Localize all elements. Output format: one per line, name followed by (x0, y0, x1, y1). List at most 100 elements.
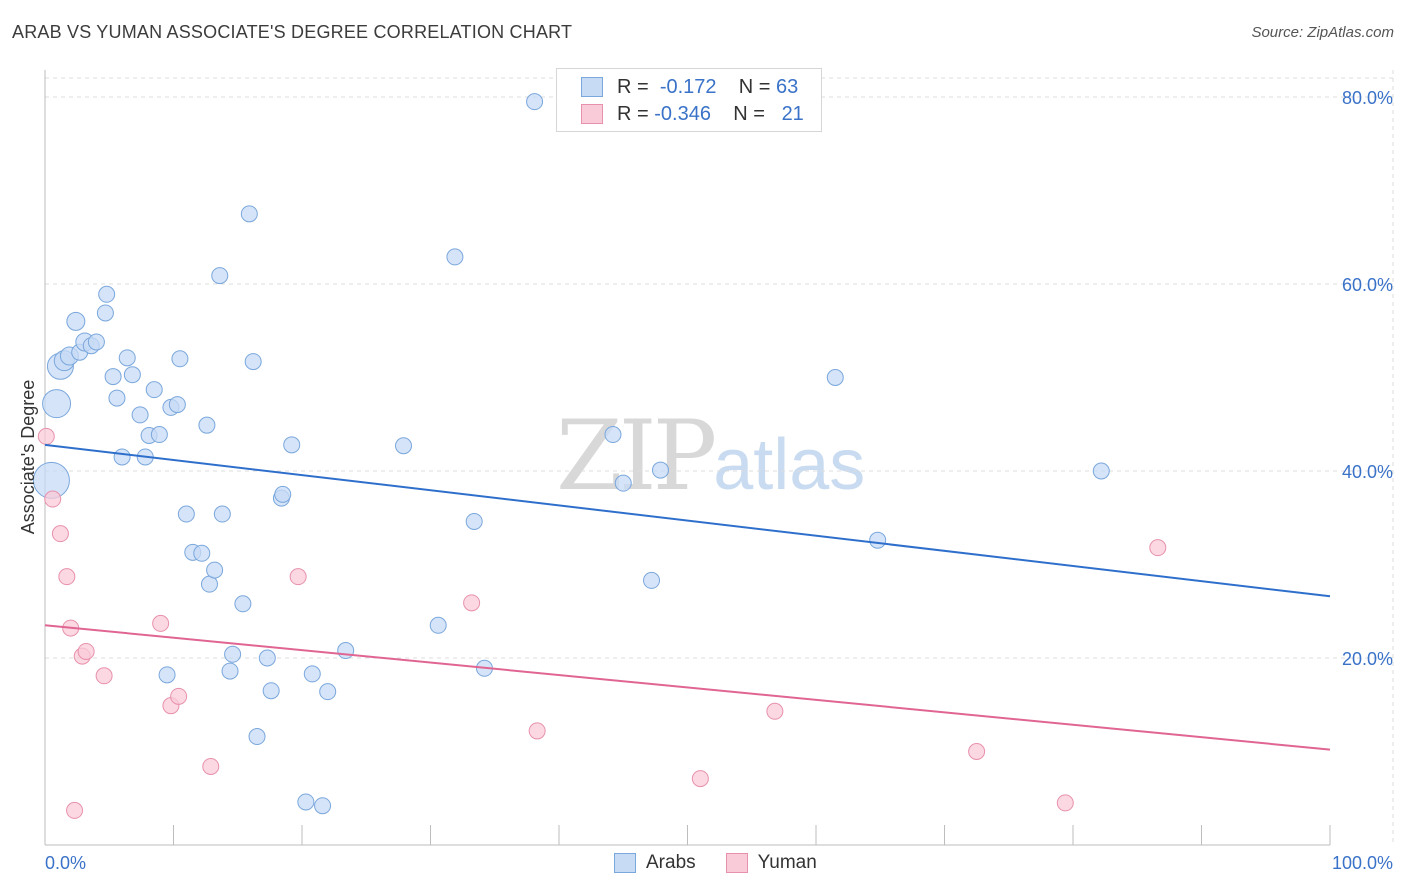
yuman-point (170, 687, 188, 705)
yuman-n-label: N = (733, 102, 765, 125)
axis-layer (44, 70, 1331, 846)
legend-row-yuman: R = -0.346 N = 21 (581, 102, 804, 126)
y-tick-label-60: 60.0% (1342, 275, 1393, 295)
arabs-point (224, 645, 242, 663)
yuman-point (463, 594, 481, 612)
yuman-legend-label: Yuman (757, 852, 817, 873)
yuman-swatch (581, 104, 603, 124)
x-tick-label-100: 100.0% (1332, 853, 1393, 873)
grid-layer (45, 70, 1395, 845)
watermark-atlas: atlas (713, 425, 866, 505)
arabs-point (337, 642, 355, 660)
watermark-zip: ZIP (556, 400, 717, 512)
yuman-point (289, 568, 307, 586)
arabs-point (303, 665, 321, 683)
arabs-point (211, 267, 229, 285)
arabs-point (526, 93, 544, 111)
arabs-point (66, 311, 86, 331)
yuman-point (51, 525, 69, 543)
arabs-point (234, 595, 252, 613)
arabs-point (274, 485, 292, 503)
arabs-point (98, 285, 116, 303)
arabs-n-value: 63 (776, 75, 799, 98)
arabs-r-value: -0.172 (659, 75, 717, 98)
yuman-point (1056, 794, 1074, 812)
arabs-point (96, 304, 114, 322)
yuman-point (66, 801, 84, 819)
yuman-point (58, 568, 76, 586)
yuman-trend-line (44, 624, 1331, 751)
legend-row-arabs: R = -0.172 N = 63 (581, 75, 798, 99)
arabs-point (42, 389, 72, 419)
arabs-r-label: R = (617, 75, 649, 98)
arabs-point (244, 353, 262, 371)
yuman-n-value: 21 (781, 102, 804, 125)
zipatlas-watermark: ZIPatlas (556, 400, 865, 512)
arabs-trend-line (44, 443, 1331, 598)
arabs-point (171, 350, 189, 368)
legend-item-yuman[interactable]: Yuman (725, 852, 817, 874)
arabs-point (429, 616, 447, 634)
yuman-point (1149, 539, 1167, 557)
arabs-point (123, 366, 141, 384)
arabs-point (168, 396, 186, 414)
arabs-point (258, 649, 276, 667)
arabs-point (643, 571, 661, 589)
series-legend: Arabs Yuman (614, 852, 847, 874)
arabs-point (869, 531, 887, 549)
yuman-point (766, 702, 784, 720)
arabs-point (221, 662, 239, 680)
arabs-point (108, 389, 126, 407)
chart-title: ARAB VS YUMAN ASSOCIATE'S DEGREE CORRELA… (12, 22, 573, 42)
legend-item-arabs[interactable]: Arabs (614, 852, 696, 874)
arabs-legend-swatch (614, 853, 636, 873)
points-layer (32, 93, 1167, 819)
arabs-point (395, 437, 413, 455)
yuman-r-label: R = (617, 102, 649, 125)
arabs-point (145, 381, 163, 399)
arabs-point (158, 666, 176, 684)
arabs-n-label: N = (738, 75, 771, 98)
arabs-point (104, 368, 122, 386)
arabs-point (262, 682, 280, 700)
yuman-point (691, 770, 709, 788)
arabs-point (1092, 462, 1110, 480)
yuman-legend-swatch (725, 853, 748, 873)
arabs-point (113, 448, 131, 466)
arabs-point (118, 349, 136, 367)
x-tick-label-0: 0.0% (45, 853, 86, 873)
yuman-r-value: -0.346 (654, 102, 711, 125)
arabs-point (319, 683, 337, 701)
yuman-point (95, 667, 113, 685)
arabs-point (150, 426, 168, 444)
arabs-point (652, 461, 670, 479)
yuman-point (77, 642, 95, 660)
y-tick-label-80: 80.0% (1342, 88, 1393, 108)
arabs-point (283, 436, 301, 454)
arabs-point (206, 561, 224, 579)
source-credit: Source: ZipAtlas.com (1251, 24, 1394, 41)
yuman-point (37, 427, 55, 445)
arabs-point (193, 544, 211, 562)
arabs-point (177, 505, 195, 523)
yuman-point (968, 743, 986, 760)
yuman-point (528, 722, 546, 740)
yuman-point (202, 757, 220, 775)
arabs-point (87, 333, 105, 351)
trend-layer (44, 443, 1331, 751)
arabs-point (213, 505, 231, 523)
y-tick-label-40: 40.0% (1342, 462, 1393, 482)
arabs-point (604, 426, 622, 444)
correlation-legend: R = -0.172 N = 63 R = -0.346 N = 21 (556, 68, 822, 132)
arabs-point (131, 406, 149, 424)
y-axis-title: Associate's Degree (18, 380, 38, 535)
arabs-swatch (581, 77, 603, 97)
arabs-point (314, 797, 332, 815)
arabs-point (465, 512, 483, 530)
arabs-point (248, 728, 266, 746)
yuman-point (44, 490, 62, 508)
yuman-point (152, 614, 170, 632)
arabs-point (240, 205, 258, 223)
arabs-point (198, 416, 216, 434)
